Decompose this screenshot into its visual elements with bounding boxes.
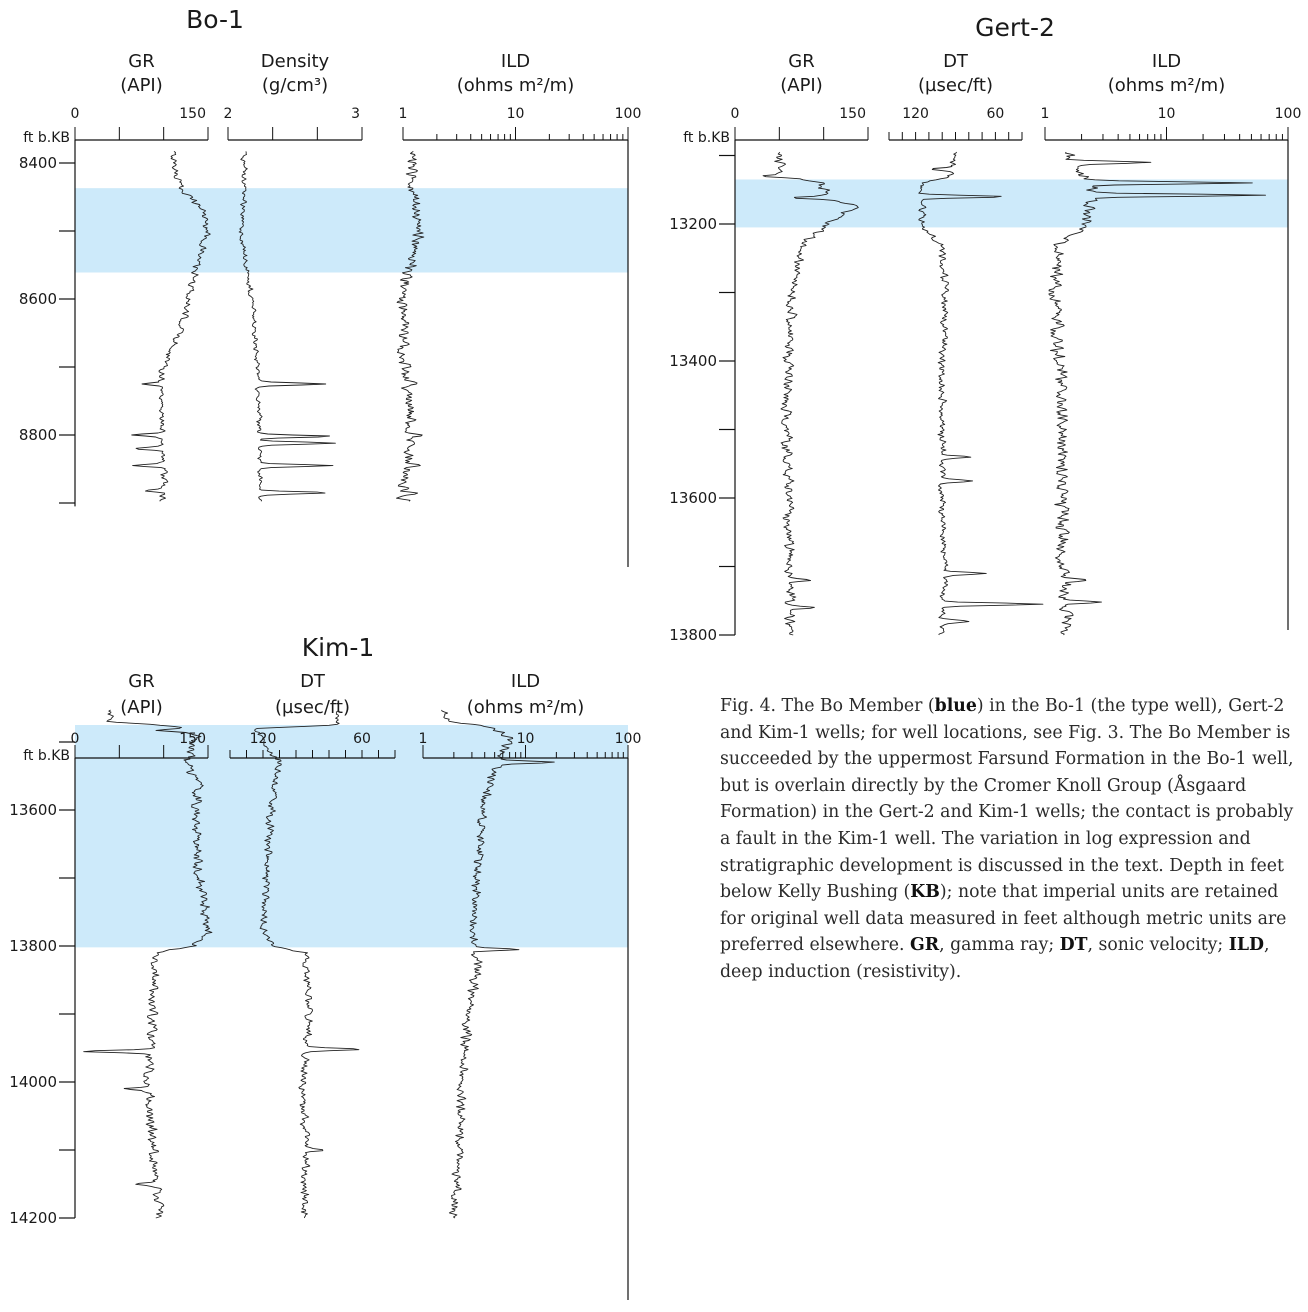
track-name: ILD (1152, 51, 1181, 72)
track-gr: GR (API) 0 150 (71, 51, 211, 502)
well-title: Kim-1 (302, 633, 375, 662)
caption-bold-dt: DT (1059, 935, 1088, 956)
track-name: GR (128, 671, 154, 692)
scale-tick-label: 60 (986, 106, 1004, 122)
track-gr: GR (API) 0 150 (71, 671, 213, 1219)
depth-unit-label: ft b.KB (23, 130, 70, 146)
track-unit: (API) (120, 697, 163, 718)
depth-tick-label: 8600 (19, 290, 57, 308)
depth-tick-label: 13800 (9, 937, 57, 955)
well-panel-gert-2: Gert-2 ft b.KB 13200 13400 13600 13800 GR (API)… (669, 13, 1301, 644)
log-curve-ild (396, 151, 425, 502)
scale-tick-label: 100 (615, 731, 642, 747)
well-panel-bo-1: Bo-1 ft b.KB 8400 8600 8800 GR (API) 0 150 Densit… (19, 5, 642, 567)
track-dt: DT(µsec/ft)120 60 (229, 671, 396, 1219)
track-ild: ILD (ohms m²/m) 1 10 100 (396, 51, 642, 502)
track-gr: GR (API) 0 150 (731, 51, 869, 636)
depth-unit-label: ft b.KB (23, 748, 70, 764)
depth-tick-label: 14200 (9, 1209, 57, 1227)
bo-member-zone (75, 188, 628, 273)
figure-caption: Fig. 4. The Bo Member (blue) in the Bo-1… (720, 693, 1300, 986)
depth-tick-label: 13600 (669, 489, 717, 507)
track-name: GR (128, 51, 154, 72)
caption-bold-blue: blue (934, 696, 977, 716)
caption-text-6: , deep induction (resistivity). (720, 935, 1270, 982)
log-curve-dt (918, 151, 1044, 636)
track-unit: (g/cm³) (262, 75, 328, 96)
depth-tick-label: 8800 (19, 426, 57, 444)
scale-tick-label: 1 (419, 731, 428, 747)
track-unit: (ohms m²/m) (1108, 75, 1225, 96)
caption-text-3: ); note that imperial units are retained… (720, 882, 1287, 956)
bo-member-zone (735, 179, 1288, 228)
track-unit: (µsec/ft) (275, 697, 350, 718)
track-unit: (ohms m²/m) (457, 75, 574, 96)
track-name: GR (788, 51, 814, 72)
scale-tick-label: 120 (902, 106, 929, 122)
depth-tick-label: 14000 (9, 1073, 57, 1091)
log-curve-gr (762, 151, 859, 636)
track-name: DT (943, 51, 969, 72)
scale-tick-label: 150 (839, 106, 866, 122)
scale-tick-label: 100 (1275, 106, 1302, 122)
well-title: Bo-1 (186, 5, 244, 34)
scale-tick-label: 3 (351, 106, 360, 122)
track-ild: ILD (ohms m²/m) 1 10 100 (1041, 51, 1302, 636)
track-name: DT (300, 671, 326, 692)
track-unit: (API) (780, 75, 823, 96)
track-density: Density (g/cm³) 2 3 (224, 51, 363, 502)
scale-tick-label: 60 (353, 731, 371, 747)
track-ild: ILD (ohms m²/m) 1 10 100 (419, 671, 642, 1219)
scale-tick-label: 0 (71, 106, 80, 122)
well-panel-kim-1: Kim-1 ft b.KB 13600 13800 14000 14200 GR (API) 0… (9, 633, 641, 1300)
log-curve-gr (83, 709, 213, 1219)
track-unit: (µsec/ft) (918, 75, 993, 96)
scale-tick-label: 150 (179, 731, 206, 747)
log-curve-density (238, 151, 336, 502)
scale-tick-label: 10 (1158, 106, 1176, 122)
track-name: Density (261, 51, 330, 72)
caption-text-4: , gamma ray; (939, 935, 1060, 956)
depth-tick-label: 13200 (669, 215, 717, 233)
log-curve-ild (1048, 151, 1266, 636)
scale-tick-label: 100 (615, 106, 642, 122)
well-title: Gert-2 (975, 13, 1055, 42)
track-name: ILD (511, 671, 540, 692)
scale-tick-label: 2 (224, 106, 233, 122)
scale-tick-label: 0 (731, 106, 740, 122)
caption-text-5: , sonic velocity; (1087, 935, 1229, 956)
caption-bold-ild: ILD (1228, 935, 1264, 956)
scale-tick-label: 10 (517, 731, 535, 747)
caption-bold-kb: KB (910, 882, 940, 903)
track-unit: (API) (120, 75, 163, 96)
depth-tick-label: 8400 (19, 154, 57, 172)
scale-tick-label: 10 (507, 106, 525, 122)
track-dt: DT (µsec/ft) 120 60 (888, 51, 1044, 636)
caption-text-2: ) in the Bo-1 (the type well), Gert-2 an… (720, 696, 1294, 903)
log-curve-dt (254, 709, 360, 1219)
caption-text-1: Fig. 4. The Bo Member ( (720, 696, 935, 716)
depth-unit-label: ft b.KB (683, 130, 730, 146)
track-name: ILD (501, 51, 530, 72)
log-curve-ild (441, 709, 555, 1219)
scale-tick-label: 0 (71, 731, 80, 747)
log-curve-gr (131, 151, 211, 502)
scale-tick-label: 150 (179, 106, 206, 122)
depth-tick-label: 13600 (9, 801, 57, 819)
track-unit: (ohms m²/m) (467, 697, 584, 718)
caption-bold-gr: GR (909, 935, 940, 956)
depth-tick-label: 13800 (669, 626, 717, 644)
bo-member-zone (75, 725, 628, 948)
scale-tick-label: 1 (1041, 106, 1050, 122)
scale-tick-label: 1 (399, 106, 408, 122)
depth-tick-label: 13400 (669, 352, 717, 370)
